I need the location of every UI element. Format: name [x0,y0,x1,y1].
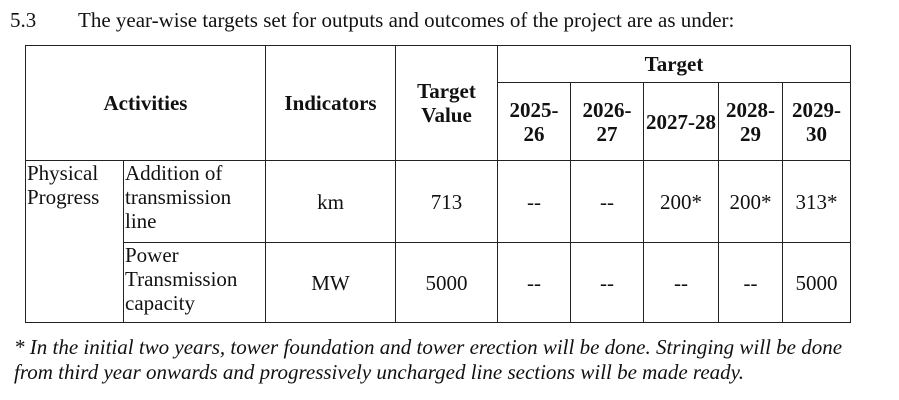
year-cell: 200* [643,160,719,243]
year-header: 2025-26 [497,82,571,161]
header-cell: Activities [25,45,266,161]
year-header: 2028-29 [718,82,783,161]
value-cell: 5000 [395,242,498,323]
activity-cell: Power Transmission capacity [123,242,266,323]
year-cell: -- [718,242,783,323]
year-header: 2026-27 [570,82,644,161]
year-cell: 313* [782,160,851,243]
year-cell: -- [570,242,644,323]
targets-table: Activities Indicators Target Value Targe… [25,45,851,323]
year-cell: 5000 [782,242,851,323]
indicator-cell: km [265,160,396,243]
year-cell: -- [643,242,719,323]
heading-text: The year-wise targets set for outputs an… [78,8,735,32]
header-cell: Target [497,45,851,83]
year-cell: -- [497,160,571,243]
year-cell: -- [570,160,644,243]
group-cell: Physical Progress [25,160,124,323]
year-header: 2029-30 [782,82,851,161]
section-heading: 5.3 The year-wise targets set for outputs… [10,8,734,33]
year-cell: 200* [718,160,783,243]
header-cell: Indicators [265,45,396,161]
header-cell: Target Value [395,45,498,161]
section-number: 5.3 [10,8,37,32]
value-cell: 713 [395,160,498,243]
footnote: * In the initial two years, tower founda… [14,335,843,384]
year-header: 2027-28 [643,82,719,161]
year-cell: -- [497,242,571,323]
indicator-cell: MW [265,242,396,323]
activity-cell: Addition of transmission line [123,160,266,243]
